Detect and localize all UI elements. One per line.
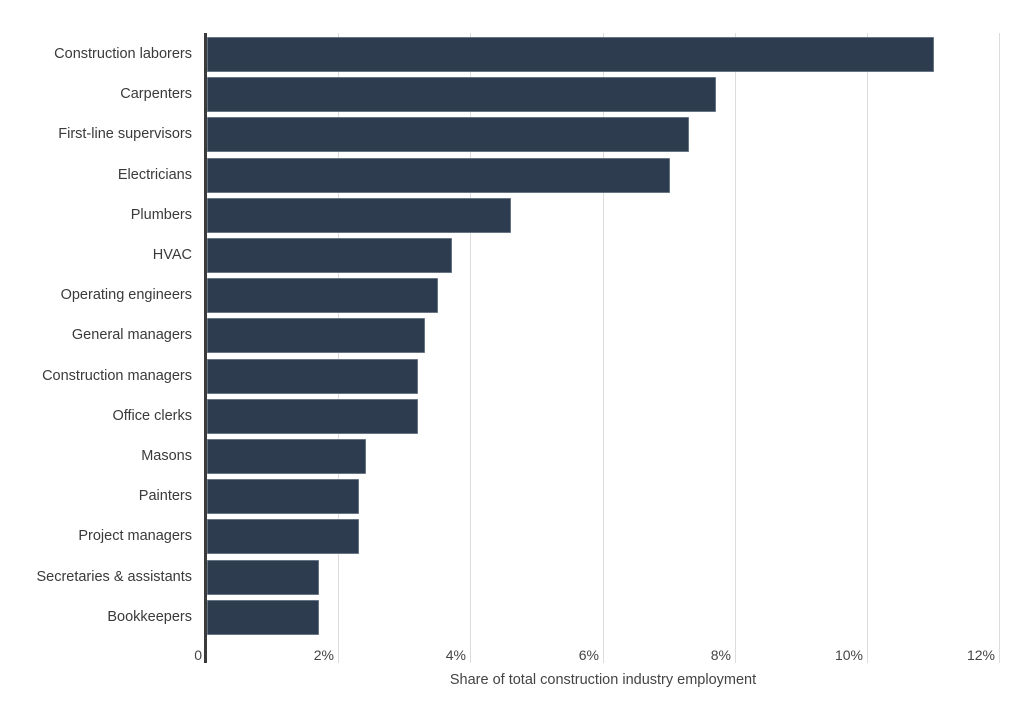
x-tick-label: 2% (313, 647, 334, 663)
category-label: Operating engineers (60, 287, 192, 303)
category-label: Construction laborers (54, 46, 192, 62)
category-label: Bookkeepers (107, 609, 192, 625)
bar (207, 158, 670, 193)
x-axis-title: Share of total construction industry emp… (449, 672, 757, 688)
x-tick-label: 6% (578, 647, 599, 663)
category-label: HVAC (152, 247, 192, 263)
gridline (603, 33, 604, 663)
x-tick-label: 4% (445, 647, 466, 663)
category-label: First-line supervisors (58, 126, 192, 142)
x-tick-label: 12% (966, 647, 995, 663)
category-label: Office clerks (112, 408, 192, 424)
bar (207, 479, 359, 514)
category-label: General managers (71, 327, 192, 343)
category-label: Construction managers (42, 368, 192, 384)
x-tick-label: 0 (194, 647, 202, 663)
bar (207, 278, 438, 313)
gridline (867, 33, 868, 663)
category-label: Project managers (78, 528, 192, 544)
bar (207, 399, 418, 434)
bar (207, 318, 425, 353)
bar (207, 77, 716, 112)
category-label: Plumbers (130, 207, 192, 223)
bar (207, 37, 934, 72)
category-label: Carpenters (120, 86, 192, 102)
gridline (735, 33, 736, 663)
gridline (470, 33, 471, 663)
category-label: Electricians (117, 167, 192, 183)
bar (207, 439, 366, 474)
bar (207, 560, 319, 595)
bar (207, 117, 689, 152)
bar (207, 519, 359, 554)
bar (207, 198, 511, 233)
category-label: Painters (138, 488, 192, 504)
category-label: Masons (141, 448, 192, 464)
bar (207, 359, 418, 394)
y-axis-line (204, 33, 207, 663)
category-label: Secretaries & assistants (36, 569, 192, 585)
x-tick-label: 8% (710, 647, 731, 663)
bar (207, 600, 319, 635)
gridline (999, 33, 1000, 663)
x-tick-label: 10% (834, 647, 863, 663)
bar (207, 238, 452, 273)
